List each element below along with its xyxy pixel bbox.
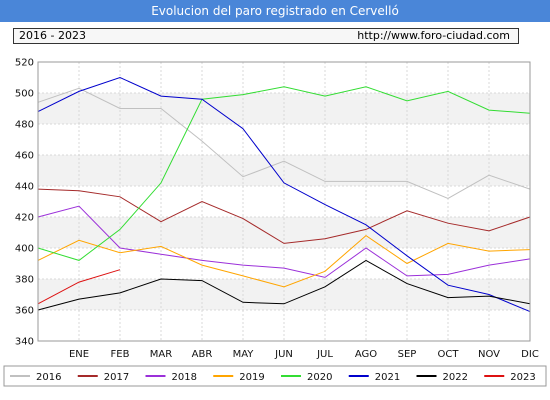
legend-label-2022: 2022 xyxy=(443,372,468,383)
y-tick-label: 480 xyxy=(15,120,34,131)
legend-label-2023: 2023 xyxy=(510,372,535,383)
x-tick-label: ABR xyxy=(192,349,213,360)
legend-label-2020: 2020 xyxy=(307,372,332,383)
x-tick-label: AGO xyxy=(355,349,377,360)
x-axis: ENE FEB MAR ABR MAY JUN JUL AGO SEP OCT NOV DIC xyxy=(69,349,539,360)
x-tick-label: JUL xyxy=(316,349,333,360)
legend-label-2018: 2018 xyxy=(172,372,197,383)
y-tick-label: 500 xyxy=(15,89,34,100)
series-line-2023 xyxy=(37,269,121,305)
series-line-2020 xyxy=(37,86,531,261)
x-tick-label: DIC xyxy=(521,349,539,360)
x-tick-label: NOV xyxy=(478,349,500,360)
x-tick-label: FEB xyxy=(111,349,130,360)
x-tick-label: JUN xyxy=(274,349,293,360)
legend-box xyxy=(3,365,547,387)
y-tick-label: 340 xyxy=(15,337,34,348)
legend-label-2016: 2016 xyxy=(36,372,61,383)
y-tick-label: 380 xyxy=(15,275,34,286)
chart-title: Evolucion del paro registrado en Cervell… xyxy=(0,0,550,22)
series-lines xyxy=(37,76,531,313)
info-bar: 2016 - 2023 http://www.foro-ciudad.com xyxy=(13,28,519,44)
y-tick-label: 440 xyxy=(15,182,34,193)
x-tick-label: ENE xyxy=(69,349,89,360)
y-tick-label: 400 xyxy=(15,244,34,255)
x-tick-label: MAR xyxy=(150,349,172,360)
legend-label-2017: 2017 xyxy=(104,372,129,383)
y-tick-label: 460 xyxy=(15,151,34,162)
x-tick-label: MAY xyxy=(233,349,255,360)
series-line-2016 xyxy=(37,87,531,199)
series-line-2017 xyxy=(37,188,531,244)
legend-label-2021: 2021 xyxy=(375,372,400,383)
y-tick-label: 520 xyxy=(15,58,34,69)
series-line-2022 xyxy=(37,259,531,311)
y-axis: 340 360 380 400 420 440 460 480 500 520 xyxy=(15,58,34,348)
x-tick-label: SEP xyxy=(398,349,417,360)
legend: 2016 2017 2018 2019 2020 2021 2022 2023 xyxy=(3,365,547,387)
legend-label-2019: 2019 xyxy=(239,372,264,383)
y-tick-label: 360 xyxy=(15,306,34,317)
series-line-2021 xyxy=(37,76,531,313)
source-url: http://www.foro-ciudad.com xyxy=(357,29,510,42)
series-line-2018 xyxy=(37,205,531,278)
series-line-2019 xyxy=(37,234,531,288)
y-tick-label: 420 xyxy=(15,213,34,224)
period-label: 2016 - 2023 xyxy=(19,29,86,42)
x-tick-label: OCT xyxy=(438,349,460,360)
plot-frame xyxy=(37,61,531,342)
